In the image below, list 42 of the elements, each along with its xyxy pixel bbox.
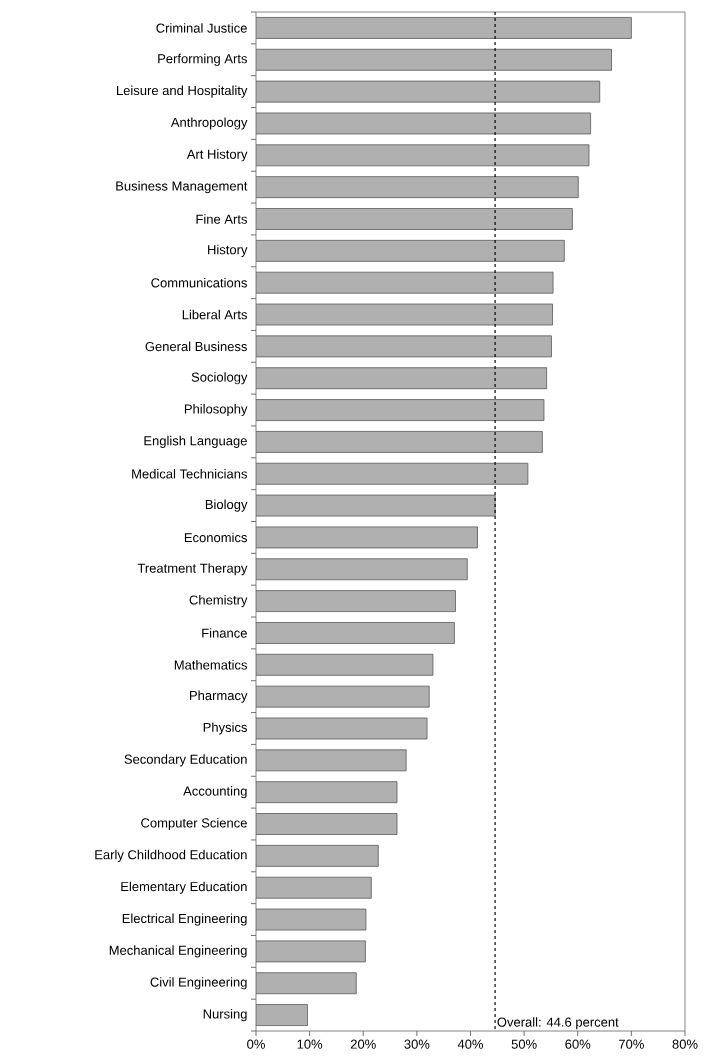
y-tick-label: Criminal Justice — [156, 23, 247, 33]
y-tick-label: Pharmacy — [190, 690, 248, 703]
y-tick-label: Anthropology — [170, 117, 248, 130]
y-tick-label: Sociology — [191, 372, 248, 385]
y-tick-label: General Business — [145, 341, 247, 352]
y-tick-label: Performing Arts — [158, 53, 247, 66]
x-tick-label: 80% — [672, 1039, 698, 1049]
x-tick-label: 20% — [350, 1039, 376, 1049]
x-tick-label: 10% — [297, 1039, 323, 1049]
y-tick-label: Physics — [203, 722, 247, 735]
y-tick-label: English Language — [144, 435, 247, 448]
y-tick-label: Mathematics — [174, 660, 247, 670]
x-tick-label: 60% — [565, 1039, 591, 1049]
y-tick-label: Finance — [202, 628, 247, 638]
y-tick-label: Treatment Therapy — [137, 563, 248, 576]
y-tick-label: Elementary Education — [121, 881, 247, 894]
x-tick-label: 70% — [619, 1039, 644, 1049]
y-tick-label: Business Management — [116, 181, 248, 194]
y-tick-label: Computer Science — [141, 817, 247, 831]
y-tick-label: Secondary Education — [124, 754, 247, 767]
y-tick-label: Early Childhood Education — [95, 849, 247, 862]
y-tick-label: Fine Arts — [196, 214, 247, 224]
y-tick-label: Economics — [184, 532, 247, 543]
ref-line-label: Overall: 44.6 percent — [497, 1017, 619, 1030]
x-tick-label: 40% — [457, 1039, 484, 1049]
y-tick-label: Leisure and Hospitality — [117, 85, 248, 98]
y-tick-label: Electrical Engineering — [122, 913, 247, 926]
y-tick-label: Nursing — [203, 1009, 247, 1022]
y-tick-label: Liberal Arts — [182, 309, 247, 320]
y-tick-label: History — [208, 244, 248, 257]
y-tick-label: Chemistry — [189, 595, 248, 608]
y-tick-label: Communications — [151, 277, 247, 288]
y-tick-label: Accounting — [183, 786, 247, 799]
y-tick-label: Philosophy — [184, 403, 248, 417]
y-tick-label: Civil Engineering — [150, 977, 247, 990]
y-tick-label: Medical Technicians — [132, 468, 247, 479]
y-tick-label: Biology — [205, 499, 248, 512]
x-tick-label: 50% — [511, 1039, 537, 1049]
x-tick-label: 30% — [404, 1039, 430, 1049]
y-tick-label: Art History — [186, 149, 248, 162]
y-tick-label: Mechanical Engineering — [109, 945, 247, 958]
x-tick-label: 0% — [247, 1039, 265, 1049]
